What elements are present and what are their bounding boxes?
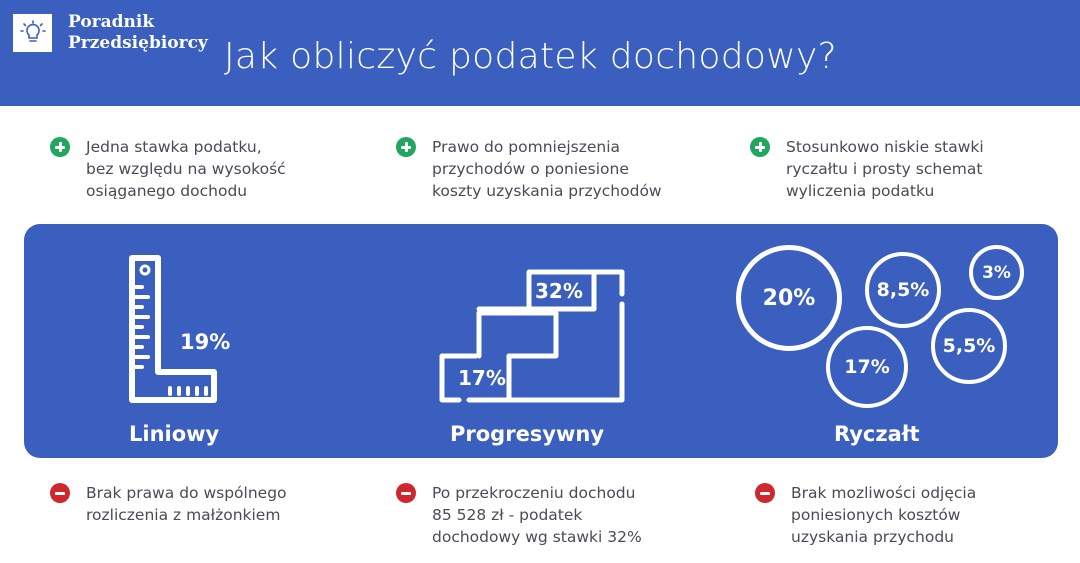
pro-text-line: bez względu na wysokość bbox=[86, 160, 286, 178]
rate-progresywny-low: 17% bbox=[458, 366, 506, 390]
label-ryczalt: Ryczałt bbox=[834, 422, 920, 446]
pro-text-line: osiąganego dochodu bbox=[86, 182, 248, 200]
rate-circle: 5,5% bbox=[931, 308, 1007, 384]
pro-item-liniowy: Jedna stawka podatku, bez względu na wys… bbox=[50, 136, 286, 202]
rate-circle: 17% bbox=[826, 326, 908, 408]
plus-icon bbox=[50, 137, 70, 157]
minus-icon bbox=[755, 483, 775, 503]
page-title: Jak obliczyć podatek dochodowy? bbox=[224, 36, 837, 77]
pro-text-line: ryczałtu i prosty schemat bbox=[786, 160, 983, 178]
pro-text-line: Prawo do pomniejszenia bbox=[432, 138, 621, 156]
label-liniowy: Liniowy bbox=[129, 422, 220, 446]
pro-item-ryczalt: Stosunkowo niskie stawki ryczałtu i pros… bbox=[750, 136, 984, 202]
label-progresywny: Progresywny bbox=[450, 422, 605, 446]
con-text-line: Brak prawa do wspólnego bbox=[86, 484, 287, 502]
con-text-line: Po przekroczeniu dochodu bbox=[432, 484, 636, 502]
lightbulb-icon bbox=[20, 20, 46, 42]
con-text-line: 85 528 zł - podatek bbox=[432, 506, 583, 524]
con-text-line: Brak mozliwości odjęcia bbox=[791, 484, 977, 502]
pro-text-line: koszty uzyskania przychodów bbox=[432, 182, 662, 200]
con-item-progresywny: Po przekroczeniu dochodu 85 528 zł - pod… bbox=[396, 482, 642, 548]
brand-name: Poradnik Przedsiębiorcy bbox=[68, 12, 208, 54]
con-text-line: poniesionych kosztów bbox=[791, 506, 961, 524]
con-text-line: rozliczenia z małżonkiem bbox=[86, 506, 281, 524]
minus-icon bbox=[50, 483, 70, 503]
rate-circle: 8,5% bbox=[865, 252, 941, 328]
stairs-icon bbox=[439, 269, 625, 403]
con-item-liniowy: Brak prawa do wspólnego rozliczenia z ma… bbox=[50, 482, 287, 526]
pro-text-line: Stosunkowo niskie stawki bbox=[786, 138, 984, 156]
con-text-line: uzyskania przychodu bbox=[791, 528, 954, 546]
rate-liniowy: 19% bbox=[180, 330, 231, 354]
rate-progresywny-high: 32% bbox=[535, 279, 583, 303]
con-item-ryczalt: Brak mozliwości odjęcia poniesionych kos… bbox=[755, 482, 976, 548]
pro-text-line: wyliczenia podatku bbox=[786, 182, 935, 200]
pro-item-progresywny: Prawo do pomniejszenia przychodów o poni… bbox=[396, 136, 662, 202]
rate-circle: 3% bbox=[969, 245, 1024, 300]
brand-line-2: Przedsiębiorcy bbox=[68, 33, 208, 53]
header: Poradnik Przedsiębiorcy Jak obliczyć pod… bbox=[0, 0, 1080, 106]
brand-line-1: Poradnik bbox=[68, 12, 155, 32]
plus-icon bbox=[396, 137, 416, 157]
pro-text-line: Jedna stawka podatku, bbox=[86, 138, 262, 156]
tax-types-panel: 19% Liniowy 32% 17% Progresywny 20% 8,5%… bbox=[24, 224, 1058, 458]
con-text-line: dochodowy wg stawki 32% bbox=[432, 528, 642, 546]
minus-icon bbox=[396, 483, 416, 503]
ruler-square-icon bbox=[129, 255, 217, 403]
logo bbox=[13, 14, 52, 52]
rate-circle: 20% bbox=[736, 245, 842, 351]
pro-text-line: przychodów o poniesione bbox=[432, 160, 629, 178]
plus-icon bbox=[750, 137, 770, 157]
